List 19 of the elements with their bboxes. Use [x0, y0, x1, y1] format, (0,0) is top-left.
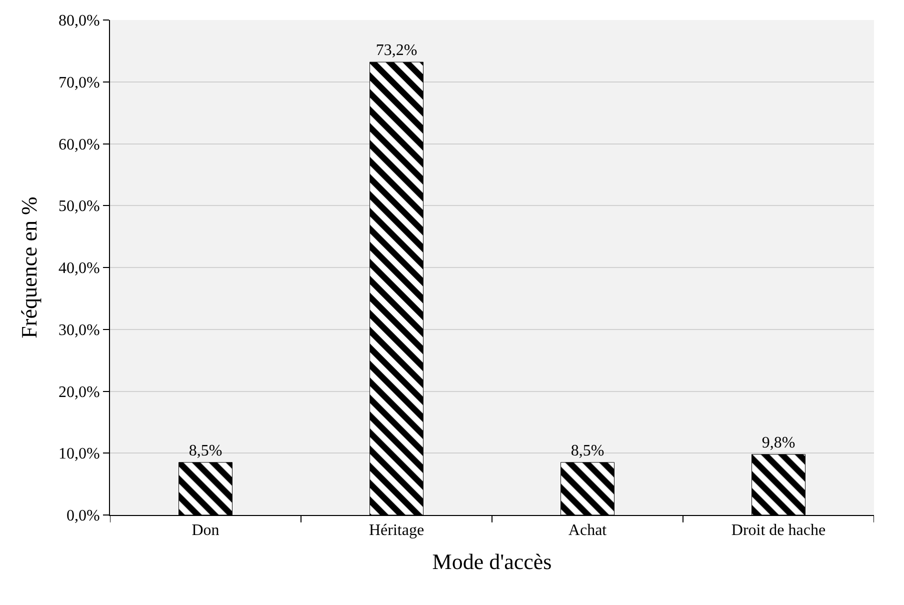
- x-tick-label: Achat: [568, 522, 608, 540]
- y-tick-label: 10,0%: [58, 446, 100, 463]
- data-label: 8,5%: [570, 442, 604, 460]
- x-axis-title: Mode d'accès: [432, 549, 552, 574]
- y-tick-label: 0,0%: [66, 508, 100, 525]
- y-tick-label: 80,0%: [58, 12, 100, 30]
- y-axis-title: Fréquence en %: [16, 196, 42, 338]
- y-tick-label: 50,0%: [58, 198, 100, 216]
- y-tick-label: 30,0%: [58, 322, 100, 339]
- y-tick-label: 40,0%: [58, 260, 100, 278]
- x-tick-label: Droit de hache: [731, 522, 826, 540]
- y-tick-label: 70,0%: [58, 74, 100, 92]
- y-tick-label: 60,0%: [58, 136, 100, 154]
- x-tick-label: Héritage: [368, 522, 424, 540]
- data-label: 9,8%: [762, 434, 796, 452]
- data-label: 73,2%: [376, 42, 418, 60]
- x-tick-label: Don: [192, 522, 220, 540]
- y-tick-label: 20,0%: [58, 384, 100, 401]
- data-label: 8,5%: [188, 442, 222, 460]
